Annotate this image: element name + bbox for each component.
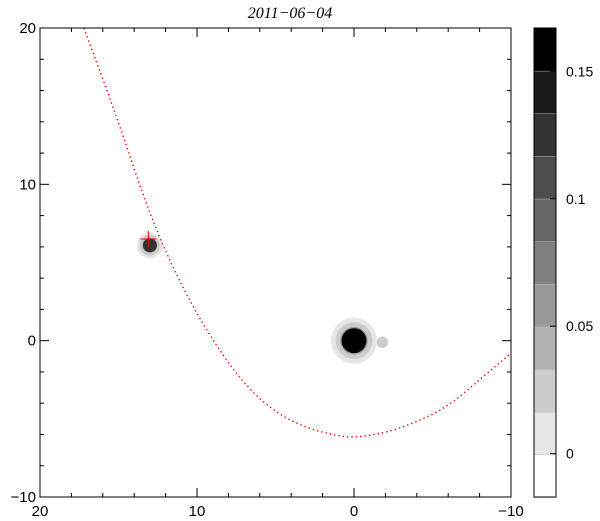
orbit-curve-path bbox=[83, 28, 511, 438]
colorbar-level bbox=[533, 198, 557, 242]
x-tick-label: 20 bbox=[32, 503, 49, 520]
y-tick-label: −10 bbox=[11, 489, 36, 506]
x-tick-label: −10 bbox=[498, 503, 523, 520]
colorbar-level bbox=[533, 70, 557, 115]
colorbar-level bbox=[533, 283, 557, 328]
orbit-curve bbox=[83, 28, 511, 438]
colorbar-ticks: 0 0.05 0.1 0.15 bbox=[550, 63, 593, 462]
y-tick-label: 0 bbox=[28, 333, 36, 350]
colorbar-level bbox=[533, 27, 557, 72]
chart-title: 2011−06−04 bbox=[248, 5, 332, 22]
plot-frame bbox=[39, 27, 512, 498]
y-axis: −10 0 10 20 bbox=[11, 20, 511, 506]
colorbar-level bbox=[533, 326, 557, 370]
colorbar-tick-label: 0.15 bbox=[566, 63, 593, 79]
plot-area: 20 10 0 −10 −10 0 10 20 bbox=[11, 20, 524, 520]
colorbar-level bbox=[533, 368, 557, 413]
colorbar-level bbox=[533, 411, 557, 456]
source-2-core bbox=[376, 336, 388, 348]
x-axis: 20 10 0 −10 bbox=[32, 28, 524, 520]
colorbar-level bbox=[533, 155, 557, 200]
x-tick-label: 0 bbox=[350, 503, 358, 520]
y-tick-label: 10 bbox=[19, 176, 36, 193]
colorbar-tick-label: 0 bbox=[566, 446, 574, 462]
y-tick-label: 20 bbox=[19, 20, 36, 37]
colorbar-level bbox=[533, 454, 557, 498]
colorbar-tick-label: 0.05 bbox=[566, 318, 593, 334]
plot-background bbox=[40, 28, 511, 497]
colorbar: 0 0.05 0.1 0.15 bbox=[533, 27, 593, 498]
source-0-core bbox=[341, 328, 367, 354]
source-1 bbox=[136, 232, 163, 259]
source-0 bbox=[330, 317, 378, 364]
sources-layer bbox=[136, 232, 389, 364]
colorbar-level bbox=[533, 240, 557, 285]
x-tick-label: 10 bbox=[189, 503, 206, 520]
position-marker bbox=[140, 231, 157, 248]
source-2 bbox=[376, 336, 389, 349]
colorbar-frame bbox=[533, 27, 557, 498]
source-1-core bbox=[142, 238, 157, 253]
colorbar-tick-label: 0.1 bbox=[566, 191, 586, 207]
colorbar-level bbox=[533, 113, 557, 157]
colorbar-cells bbox=[533, 27, 557, 498]
